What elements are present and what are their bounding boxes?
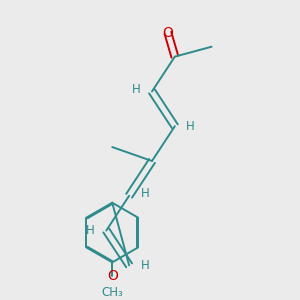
Text: O: O xyxy=(107,269,118,283)
Text: H: H xyxy=(141,259,149,272)
Text: O: O xyxy=(162,26,173,40)
Text: H: H xyxy=(141,187,149,200)
Text: H: H xyxy=(86,224,95,237)
Text: H: H xyxy=(132,83,140,96)
Text: CH₃: CH₃ xyxy=(101,286,123,299)
Text: H: H xyxy=(186,120,195,133)
